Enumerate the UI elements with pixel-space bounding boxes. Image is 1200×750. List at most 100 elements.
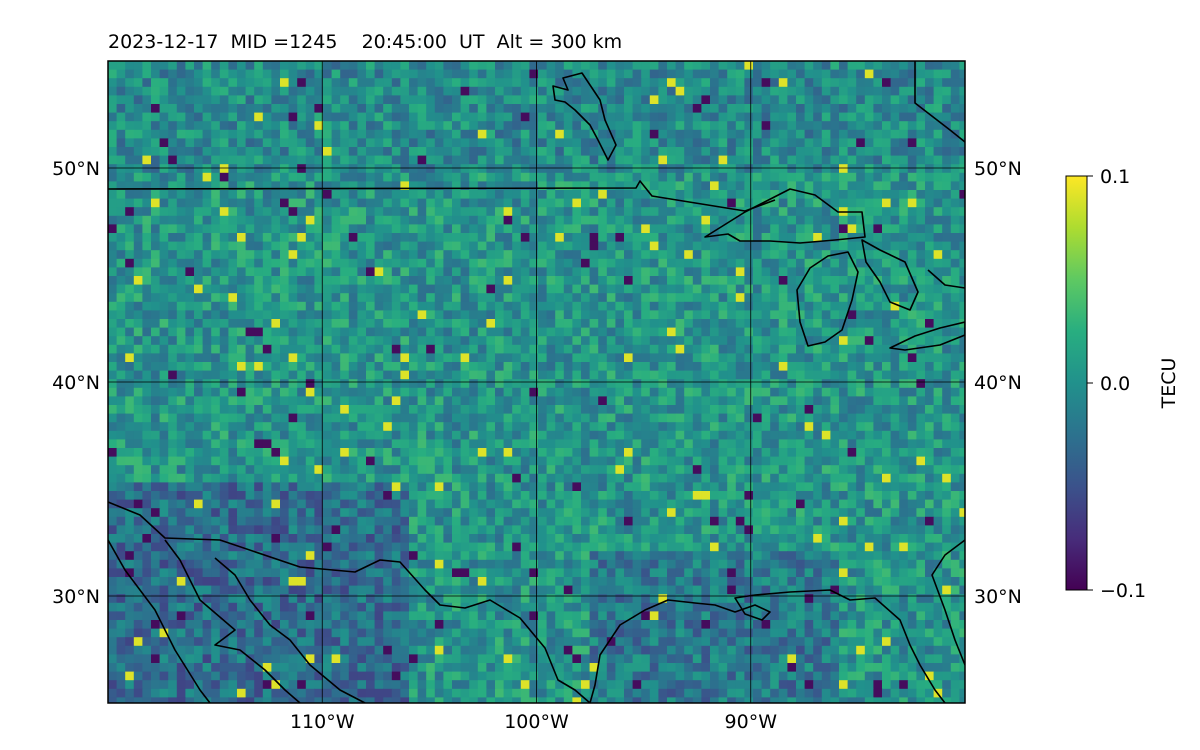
tec-cell — [426, 241, 436, 251]
tec-cell — [907, 112, 917, 122]
tec-cell — [211, 78, 221, 88]
tec-cell — [624, 336, 634, 346]
tec-cell — [847, 327, 857, 337]
tec-cell — [735, 104, 745, 114]
tec-cell — [959, 181, 965, 191]
tec-cell — [873, 138, 883, 148]
tec-cell — [572, 336, 582, 346]
tec-cell — [624, 267, 634, 277]
tec-cell — [133, 439, 143, 449]
tec-cell — [899, 215, 909, 225]
tec-cell — [331, 233, 341, 243]
tec-cell — [520, 172, 530, 182]
tec-cell — [864, 310, 874, 320]
tec-cell — [452, 276, 462, 286]
tec-cell — [400, 327, 410, 337]
tec-cell — [391, 482, 401, 492]
tec-cell — [959, 69, 965, 79]
tec-cell — [632, 224, 642, 234]
tec-cell — [658, 276, 668, 286]
tec-cell — [796, 276, 806, 286]
tec-cell — [529, 362, 539, 372]
tec-cell — [658, 301, 668, 311]
tec-cell — [615, 430, 625, 440]
tec-cell — [323, 147, 333, 157]
tec-cell — [202, 370, 212, 380]
tec-cell — [606, 250, 616, 260]
tec-cell — [383, 336, 393, 346]
tec-cell — [400, 198, 410, 208]
tec-cell — [753, 121, 763, 131]
tec-cell — [469, 233, 479, 243]
tec-cell — [744, 387, 754, 397]
tec-cell — [314, 95, 324, 105]
tec-cell — [452, 293, 462, 303]
tec-cell — [357, 147, 367, 157]
tec-cell — [916, 147, 926, 157]
tec-cell — [228, 456, 238, 466]
tec-cell — [211, 379, 221, 389]
tec-cell — [778, 95, 788, 105]
tec-cell — [641, 327, 651, 337]
tec-cell — [813, 473, 823, 483]
tec-cell — [942, 224, 952, 234]
tec-cell — [151, 284, 161, 294]
tec-cell — [839, 190, 849, 200]
tec-cell — [168, 379, 178, 389]
tec-cell — [718, 155, 728, 165]
tec-cell — [658, 121, 668, 131]
tec-cell — [632, 172, 642, 182]
tec-cell — [159, 233, 169, 243]
tec-cell — [503, 310, 513, 320]
tec-cell — [710, 224, 720, 234]
tec-cell — [692, 293, 702, 303]
tec-cell — [391, 276, 401, 286]
tec-cell — [374, 181, 384, 191]
tec-cell — [391, 370, 401, 380]
tec-cell — [108, 456, 118, 466]
tec-cell — [813, 172, 823, 182]
tec-cell — [280, 164, 290, 174]
tec-cell — [684, 465, 694, 475]
tec-cell — [245, 473, 255, 483]
tec-cell — [770, 155, 780, 165]
tec-cell — [538, 327, 548, 337]
tec-cell — [194, 69, 204, 79]
tec-cell — [219, 293, 229, 303]
tec-cell — [615, 344, 625, 354]
tec-cell — [624, 207, 634, 217]
tec-cell — [933, 224, 943, 234]
tec-cell — [142, 327, 152, 337]
tec-cell — [262, 267, 272, 277]
tec-cell — [933, 422, 943, 432]
tec-cell — [168, 121, 178, 131]
tec-cell — [890, 327, 900, 337]
tec-cell — [305, 362, 315, 372]
tec-cell — [477, 86, 487, 96]
tec-cell — [340, 387, 350, 397]
tec-cell — [486, 439, 496, 449]
tec-cell — [262, 250, 272, 260]
tec-cell — [718, 69, 728, 79]
tec-cell — [417, 482, 427, 492]
tec-cell — [718, 405, 728, 415]
tec-cell — [856, 241, 866, 251]
tec-cell — [890, 241, 900, 251]
tec-cell — [864, 207, 874, 217]
tec-cell — [667, 129, 677, 139]
tec-cell — [873, 319, 883, 329]
tec-cell — [426, 207, 436, 217]
tec-cell — [761, 233, 771, 243]
tec-cell — [563, 164, 573, 174]
tec-cell — [796, 129, 806, 139]
tec-cell — [692, 413, 702, 423]
tec-cell — [555, 344, 565, 354]
tec-cell — [770, 362, 780, 372]
tec-cell — [581, 379, 591, 389]
tec-cell — [512, 112, 522, 122]
tec-cell — [856, 95, 866, 105]
tec-cell — [520, 104, 530, 114]
tec-cell — [598, 284, 608, 294]
tec-cell — [314, 181, 324, 191]
tec-cell — [512, 69, 522, 79]
